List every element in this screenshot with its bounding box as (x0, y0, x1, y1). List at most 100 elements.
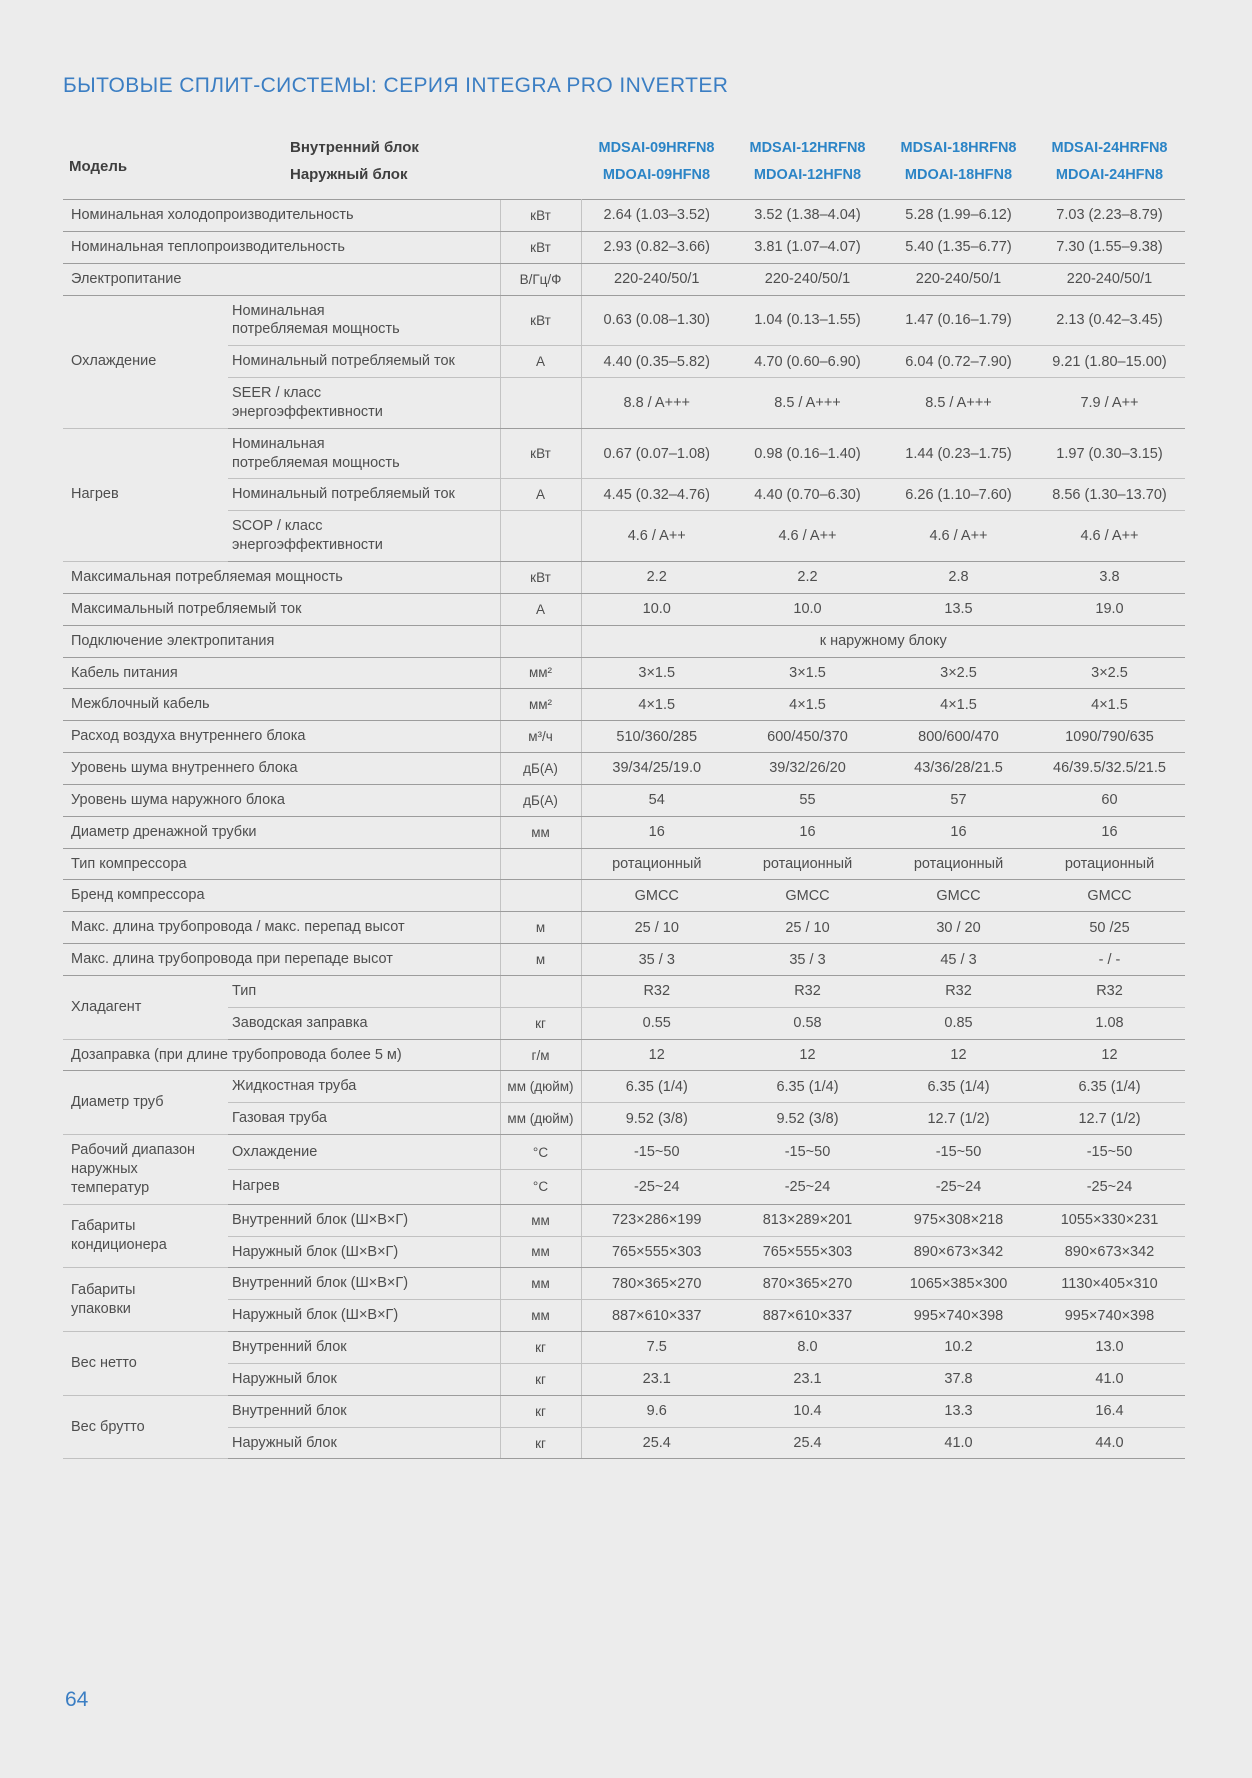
spec-value: 1065×385×300 (883, 1267, 1034, 1301)
spec-value: 600/450/370 (732, 720, 883, 754)
spec-unit: дБ(А) (499, 752, 582, 785)
spec-row-label: Подключение электропитания (63, 625, 500, 658)
page-number: 64 (65, 1688, 89, 1711)
spec-value: 39/34/25/19.0 (581, 752, 732, 785)
spec-group-label: Габариты упаковки (63, 1267, 228, 1333)
spec-unit: кВт (499, 295, 582, 347)
spec-unit: кВт (499, 231, 582, 264)
spec-unit: А (499, 478, 582, 512)
outdoor-model-name: MDOAI-24HFN8 (1055, 166, 1164, 183)
spec-value: R32 (581, 975, 732, 1008)
spec-value: 9.52 (3/8) (581, 1102, 732, 1136)
table-row: Габариты упаковки Внутренний блок (Ш×В×Г)… (63, 1267, 1185, 1333)
spec-value: 3.8 (1034, 561, 1185, 594)
spec-unit: дБ(А) (499, 784, 582, 817)
spec-value: -25~24 (732, 1169, 883, 1205)
spec-value: 54 (581, 784, 732, 817)
spec-value: -15~50 (732, 1134, 883, 1170)
spec-value: 813×289×201 (732, 1204, 883, 1237)
spec-value: -15~50 (883, 1134, 1034, 1170)
table-row: Электропитание В/Гц/Ф 220-240/50/1 220-240/… (63, 263, 1185, 296)
spec-value: 6.04 (0.72–7.90) (883, 345, 1034, 379)
table-row: Вес нетто Внутренний блок кг 7.5 8.0 10.2 13.0 (63, 1331, 1185, 1396)
spec-row-label: SCOP / класс энергоэффективности (228, 510, 500, 562)
spec-value: 220-240/50/1 (1034, 263, 1185, 296)
spec-group-label: Габариты кондиционера (63, 1204, 228, 1269)
spec-value: 4×1.5 (581, 688, 732, 722)
spec-value: 765×555×303 (732, 1236, 883, 1269)
table-row: Наружный блок кг 25.4 25.4 41.0 44.0 (63, 1427, 1185, 1460)
spec-row-label: Наружный блок (Ш×В×Г) (228, 1236, 500, 1269)
spec-row-label: Бренд компрессора (63, 879, 500, 913)
spec-value: 16 (732, 816, 883, 849)
table-row: Подключение электропитания к наружному бл… (63, 625, 1185, 658)
spec-unit: А (499, 593, 582, 626)
spec-value: ротационный (732, 848, 883, 881)
spec-value: 5.40 (1.35–6.77) (883, 231, 1034, 264)
spec-value: 3×2.5 (883, 657, 1034, 690)
spec-row-label: Максимальный потребляемый ток (63, 593, 500, 626)
spec-value: GMCC (732, 879, 883, 913)
spec-row-label: Номинальная холодопроизводительность (63, 199, 500, 232)
indoor-model-row: Модель Внутренний блок MDSAI-09HRFN8 MDS… (63, 134, 1185, 175)
spec-value: 12.7 (1/2) (883, 1102, 1034, 1136)
spec-value: 4.70 (0.60–6.90) (732, 345, 883, 379)
spec-value: GMCC (1034, 879, 1185, 913)
spec-row-label: Наружный блок (228, 1363, 500, 1396)
spec-value: 13.3 (883, 1395, 1034, 1428)
spec-value: 4.40 (0.70–6.30) (732, 478, 883, 512)
spec-unit: м (499, 911, 582, 945)
spec-value: 8.5 / A+++ (883, 377, 1034, 429)
spec-value: 1090/790/635 (1034, 720, 1185, 754)
spec-value: 2.93 (0.82–3.66) (581, 231, 732, 264)
spec-value: 6.35 (1/4) (883, 1070, 1034, 1104)
spec-value: 25.4 (581, 1427, 732, 1460)
table-row: Заводская заправка кг 0.55 0.58 0.85 1.08 (63, 1007, 1185, 1040)
table-row: Номинальная холодопроизводительность кВт 2… (63, 199, 1185, 232)
spec-value: 6.35 (1/4) (581, 1070, 732, 1104)
table-row: Диаметр дренажной трубки мм 16 16 16 16 (63, 816, 1185, 849)
table-row: Макс. длина трубопровода / макс. перепад… (63, 911, 1185, 945)
spec-value: 220-240/50/1 (732, 263, 883, 296)
table-row: Уровень шума наружного блока дБ(А) 54 55 57 6… (63, 784, 1185, 817)
spec-unit: мм (499, 1236, 582, 1269)
spec-unit: мм (дюйм) (499, 1102, 582, 1136)
spec-row-label: Внутренний блок (228, 1331, 500, 1364)
spec-value: 0.55 (581, 1007, 732, 1040)
spec-unit (499, 377, 582, 429)
spec-value: ротационный (581, 848, 732, 881)
spec-row-label: Уровень шума внутреннего блока (63, 752, 500, 785)
spec-unit: г/м (499, 1039, 582, 1072)
spec-unit (499, 975, 582, 1008)
page-title: БЫТОВЫЕ СПЛИТ-СИСТЕМЫ: СЕРИЯ INTEGRA PRO… (63, 74, 729, 97)
spec-value: - / - (1034, 943, 1185, 976)
spec-row-label: SEER / класс энергоэффективности (228, 377, 500, 429)
spec-value: 35 / 3 (732, 943, 883, 976)
spec-row-label: Межблочный кабель (63, 688, 500, 722)
spec-value: 12 (883, 1039, 1034, 1072)
spec-group-label: Охлаждение (63, 295, 228, 429)
spec-value: 765×555×303 (581, 1236, 732, 1269)
spec-value: 4.40 (0.35–5.82) (581, 345, 732, 379)
spec-value: 12 (1034, 1039, 1185, 1072)
spec-value: 890×673×342 (883, 1236, 1034, 1269)
spec-value: 16 (581, 816, 732, 849)
spec-value: 35 / 3 (581, 943, 732, 976)
spec-value: 10.0 (581, 593, 732, 626)
outdoor-model-name: MDOAI-18HFN8 (904, 166, 1013, 183)
spec-value: 6.26 (1.10–7.60) (883, 478, 1034, 512)
spec-value: 890×673×342 (1034, 1236, 1185, 1269)
spec-value: 4×1.5 (883, 688, 1034, 722)
spec-unit (499, 848, 582, 881)
table-row: Нагрев Номинальная потребляемая мощность к… (63, 428, 1185, 562)
spec-unit: м³/ч (499, 720, 582, 754)
spec-group-label: Диаметр труб (63, 1070, 228, 1136)
outdoor-unit-label: Наружный блок (290, 166, 408, 183)
spec-row-label: Номинальный потребляемый ток (228, 345, 500, 379)
spec-row-label: Наружный блок (Ш×В×Г) (228, 1299, 500, 1333)
table-row: Нагрев °С -25~24 -25~24 -25~24 -25~24 (63, 1169, 1185, 1205)
spec-row-label: Наружный блок (228, 1427, 500, 1460)
spec-unit: мм² (499, 657, 582, 690)
spec-group-label: Вес нетто (63, 1331, 228, 1396)
spec-unit: кВт (499, 199, 582, 232)
